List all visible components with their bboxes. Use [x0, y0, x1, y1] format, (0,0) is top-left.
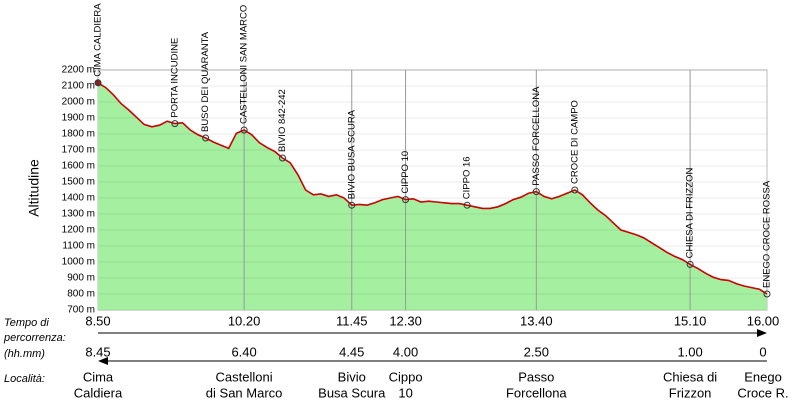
locality: Croce R. — [737, 385, 788, 400]
waypoint-marker — [532, 188, 540, 196]
y-tick-label: 1900 m — [62, 113, 95, 124]
y-tick-label: 2100 m — [62, 81, 95, 92]
time-elapsed: 15.10 — [674, 313, 707, 328]
locality: Enego — [744, 369, 782, 384]
waypoint-label: CIPPO 10 — [400, 151, 411, 194]
waypoint-marker — [571, 186, 579, 194]
waypoint-marker — [171, 120, 179, 128]
time-elapsed: 16.00 — [747, 313, 780, 328]
locality: Frizzon — [669, 385, 712, 400]
y-tick-label: 1400 m — [62, 193, 95, 204]
waypoint-label: PASSO FORCELLONA — [531, 86, 542, 186]
waypoint-marker — [348, 201, 356, 209]
profile-area — [98, 82, 767, 310]
y-tick-label: 1200 m — [62, 225, 95, 236]
waypoint-marker — [402, 196, 410, 204]
locality: 10 — [398, 385, 412, 400]
waypoint-label: CHIESA DI FRIZZON — [685, 167, 696, 258]
locality: Bivio — [338, 369, 366, 384]
waypoint-label: CIPPO 16 — [462, 156, 473, 199]
time-remaining: 1.00 — [677, 344, 702, 359]
row-label: Località: — [4, 373, 45, 385]
waypoint-marker — [202, 134, 210, 142]
waypoint-marker — [94, 79, 102, 87]
y-tick-label: 1100 m — [62, 241, 95, 252]
locality: di San Marco — [206, 385, 283, 400]
time-remaining: 2.50 — [524, 344, 549, 359]
arrow-head — [757, 329, 767, 337]
row-label: percorrenza: — [3, 332, 66, 344]
y-tick-label: 700 m — [67, 305, 95, 316]
locality: Chiesa di — [663, 369, 717, 384]
locality: Forcellona — [506, 385, 567, 400]
time-remaining: 4.45 — [339, 344, 364, 359]
waypoint-label: BIVIO BUSA SCURA — [346, 109, 357, 199]
waypoint-label: CASTELLONI SAN MARCO — [239, 5, 250, 124]
waypoint-marker — [686, 260, 694, 268]
waypoint-marker — [279, 154, 287, 162]
waypoint-marker — [463, 201, 471, 209]
y-tick-label: 1000 m — [62, 257, 95, 268]
y-tick-label: 1500 m — [62, 177, 95, 188]
row-label: Tempo di — [4, 317, 49, 329]
locality: Caldiera — [74, 385, 123, 400]
y-tick-label: 1600 m — [62, 161, 95, 172]
waypoint-label: BUSO DEI QUARANTA — [200, 31, 211, 132]
arrow-head — [98, 357, 108, 365]
y-tick-label: 2000 m — [62, 97, 95, 108]
y-tick-label: 1300 m — [62, 209, 95, 220]
time-remaining: 8.45 — [85, 344, 110, 359]
waypoint-label: ENEGO CROCE ROSSA — [762, 180, 773, 288]
profile-line — [97, 82, 768, 295]
time-remaining: 0 — [759, 344, 766, 359]
locality: Busa Scura — [318, 385, 386, 400]
time-elapsed: 8.50 — [85, 313, 110, 328]
waypoint-marker — [240, 126, 248, 134]
time-elapsed: 12.30 — [389, 313, 422, 328]
time-elapsed: 13.40 — [520, 313, 553, 328]
row-label: (hh.mm) — [4, 348, 45, 360]
locality: Cippo — [389, 369, 423, 384]
y-tick-label: 2200 m — [62, 65, 95, 76]
time-elapsed: 11.45 — [336, 313, 368, 328]
waypoint-marker — [763, 290, 771, 298]
y-tick-label: 1700 m — [62, 145, 95, 156]
time-remaining: 6.40 — [231, 344, 256, 359]
y-tick-label: 800 m — [67, 289, 95, 300]
waypoint-label: CIMA CALDIERA — [93, 3, 104, 77]
locality: Passo — [518, 369, 554, 384]
time-remaining: 4.00 — [393, 344, 418, 359]
y-tick-label: 1800 m — [62, 129, 95, 140]
y-axis-title: Altitudine — [26, 159, 42, 217]
waypoint-label: PORTA INCUDINE — [169, 38, 180, 118]
time-elapsed: 10.20 — [228, 313, 261, 328]
waypoint-label: CROCE DI CAMPO — [569, 100, 580, 184]
y-tick-label: 900 m — [67, 273, 95, 284]
locality: Castelloni — [216, 369, 273, 384]
waypoint-label: BIVIO 842-242 — [277, 89, 288, 152]
locality: Cima — [83, 369, 114, 384]
